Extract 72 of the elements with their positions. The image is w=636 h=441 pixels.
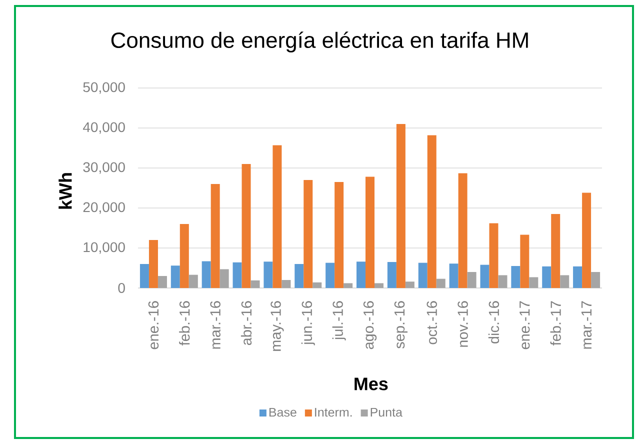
bar (294, 264, 304, 288)
bar (396, 124, 406, 288)
bar (148, 240, 158, 288)
bar (220, 269, 229, 288)
bar (529, 277, 538, 288)
y-tick-label: 20,000 (83, 202, 125, 214)
x-tick-label: abr.-16 (240, 301, 252, 346)
y-tick-label: 10,000 (84, 242, 125, 254)
bar (418, 262, 428, 288)
y-tick-label: 0 (118, 283, 125, 293)
bar (180, 224, 189, 288)
bar (188, 274, 198, 288)
x-tick-label: sep.-16 (394, 301, 408, 348)
bar (573, 266, 582, 288)
y-axis-title: kWh (58, 173, 72, 209)
x-tick-label: oct.-16 (426, 301, 437, 344)
bar (498, 275, 508, 288)
x-tick-label: mar.-17 (581, 301, 592, 349)
x-tick-label: ene.-16 (148, 301, 159, 350)
bar (158, 276, 167, 288)
bar (356, 262, 366, 288)
x-tick-label: feb.-17 (550, 301, 561, 346)
bar (344, 283, 353, 288)
bar (366, 176, 375, 288)
bar (374, 283, 384, 288)
legend-label: Punta (370, 408, 402, 417)
bar (272, 145, 282, 288)
x-tick-label: jun.-16 (301, 301, 315, 346)
bar (405, 282, 414, 288)
bar (511, 266, 520, 288)
bar (334, 182, 344, 288)
bar (520, 234, 530, 288)
x-tick-label: dic.-16 (488, 301, 500, 344)
x-tick-label: may.-16 (270, 301, 284, 351)
bar (312, 282, 322, 288)
y-tick-label: 50,000 (83, 82, 125, 94)
legend-label: Interm. (315, 408, 352, 417)
bar (467, 272, 476, 288)
bar (449, 264, 458, 288)
bar (542, 266, 552, 288)
bar (202, 261, 211, 288)
bar (242, 164, 251, 288)
bar (232, 262, 242, 288)
bar (264, 262, 273, 288)
bar (489, 223, 498, 288)
bar (140, 264, 149, 288)
bar (551, 214, 560, 288)
x-tick-label: nov.-16 (458, 301, 468, 347)
bar (480, 264, 490, 288)
chart-title: Consumo de energía eléctrica en tarifa HM (111, 32, 528, 52)
x-axis-title: Mes (354, 378, 388, 390)
bar (210, 184, 220, 288)
bar (458, 173, 468, 288)
x-tick-label: ago.-16 (363, 301, 377, 350)
bar (304, 180, 313, 288)
y-tick-label: 30,000 (83, 162, 125, 174)
bar (282, 280, 291, 288)
bar (560, 275, 570, 288)
bar (387, 262, 396, 288)
bar (326, 262, 335, 288)
legend-label: Base (269, 408, 296, 417)
x-tick-label: ene.-17 (520, 301, 530, 350)
bar (427, 135, 436, 288)
x-tick-label: mar.-16 (210, 301, 220, 349)
bar (591, 272, 600, 288)
y-tick-label: 40,000 (82, 122, 125, 134)
bar (250, 280, 260, 288)
x-tick-label: jul.-16 (332, 301, 346, 340)
x-tick-label: feb.-16 (179, 301, 190, 346)
bar (582, 192, 592, 288)
bar (170, 266, 180, 288)
bar (436, 278, 446, 288)
